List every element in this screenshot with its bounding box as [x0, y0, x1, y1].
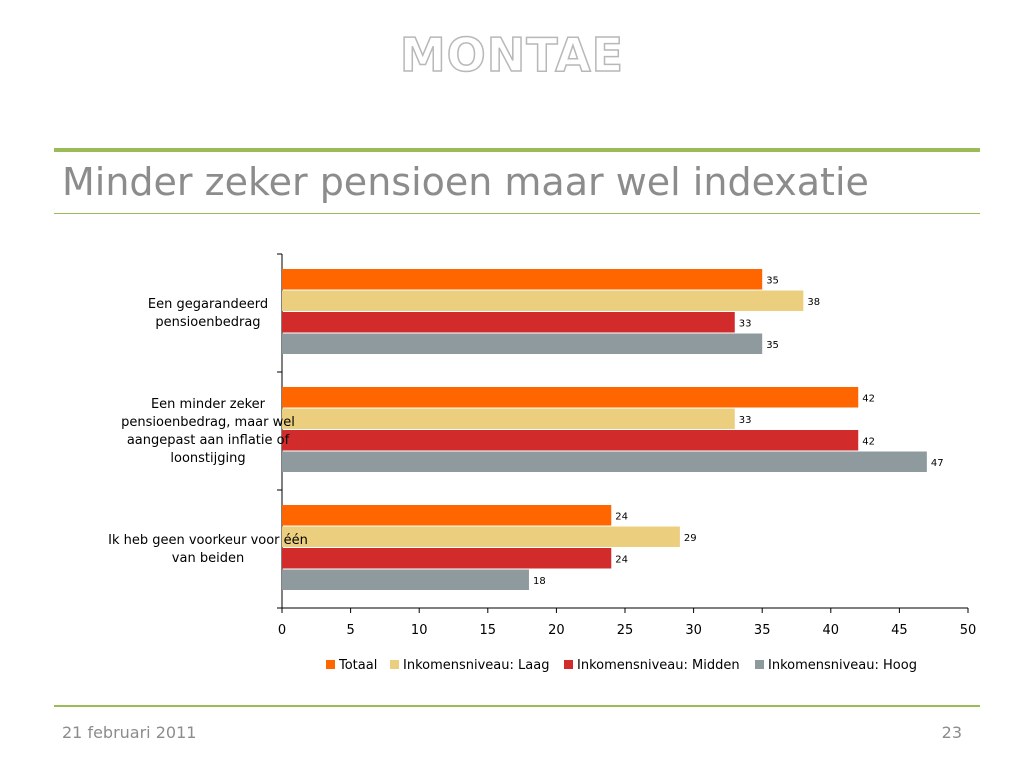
bar-value-label: 24: [615, 554, 628, 565]
logo: MONTAE: [399, 27, 625, 83]
bar-value-label: 47: [931, 458, 944, 469]
category-label: Een gegarandeerd: [148, 297, 268, 312]
bar-value-label: 18: [533, 576, 546, 587]
legend-label: Inkomensniveau: Laag: [403, 658, 549, 673]
category-label: loonstijging: [170, 451, 245, 466]
top-rule: [54, 148, 980, 152]
x-tick-label: 10: [411, 623, 428, 638]
bar: [282, 451, 927, 472]
category-label: Een minder zeker: [151, 397, 266, 412]
legend-swatch: [755, 660, 764, 669]
legend-swatch: [326, 660, 335, 669]
bar: [282, 548, 612, 569]
x-tick-label: 30: [685, 623, 702, 638]
bar-value-label: 35: [766, 275, 779, 286]
category-label: aangepast aan inflatie of: [127, 433, 290, 448]
category-label: pensioenbedrag, maar wel: [121, 415, 295, 430]
legend-swatch: [390, 660, 399, 669]
legend-label: Inkomensniveau: Hoog: [768, 658, 917, 673]
category-label: van beiden: [172, 551, 244, 566]
bar: [282, 569, 529, 590]
footer-date: 21 februari 2011: [62, 723, 197, 742]
bar: [282, 290, 804, 311]
bar-value-label: 42: [862, 436, 875, 447]
x-tick-label: 15: [480, 623, 497, 638]
title-rule: [54, 213, 980, 214]
bar-chart: 0 5 10 15 20 25 30 35 40 45 50 35 38 33 35 Een gegarand…: [108, 253, 977, 673]
bar: [282, 333, 763, 354]
legend-label: Totaal: [338, 658, 377, 673]
category-label: pensioenbedrag: [155, 315, 260, 330]
bar: [282, 312, 735, 333]
x-tick-label: 5: [346, 623, 354, 638]
bar-value-label: 33: [739, 415, 752, 426]
x-tick-label: 45: [891, 623, 908, 638]
x-tick-label: 20: [548, 623, 565, 638]
x-tick-label: 40: [823, 623, 840, 638]
slide-title: Minder zeker pensioen maar wel indexatie: [62, 160, 869, 204]
bar: [282, 430, 859, 451]
bar-value-label: 38: [807, 297, 820, 308]
bar: [282, 526, 680, 547]
bar-value-label: 35: [766, 340, 779, 351]
page-number: 23: [941, 723, 962, 742]
category-label: Ik heb geen voorkeur voor één: [108, 533, 308, 548]
bottom-rule: [54, 705, 980, 707]
legend-swatch: [564, 660, 573, 669]
x-tick-label: 25: [617, 623, 634, 638]
bar: [282, 408, 735, 429]
x-tick-label: 35: [754, 623, 771, 638]
bar-value-label: 42: [862, 393, 875, 404]
bar: [282, 269, 763, 290]
bar-value-label: 24: [615, 511, 628, 522]
x-tick-label: 50: [960, 623, 977, 638]
bar: [282, 505, 612, 526]
bar-value-label: 33: [739, 318, 752, 329]
legend-label: Inkomensniveau: Midden: [577, 658, 740, 673]
bar: [282, 387, 859, 408]
x-tick-label: 0: [278, 623, 286, 638]
bar-value-label: 29: [684, 533, 697, 544]
